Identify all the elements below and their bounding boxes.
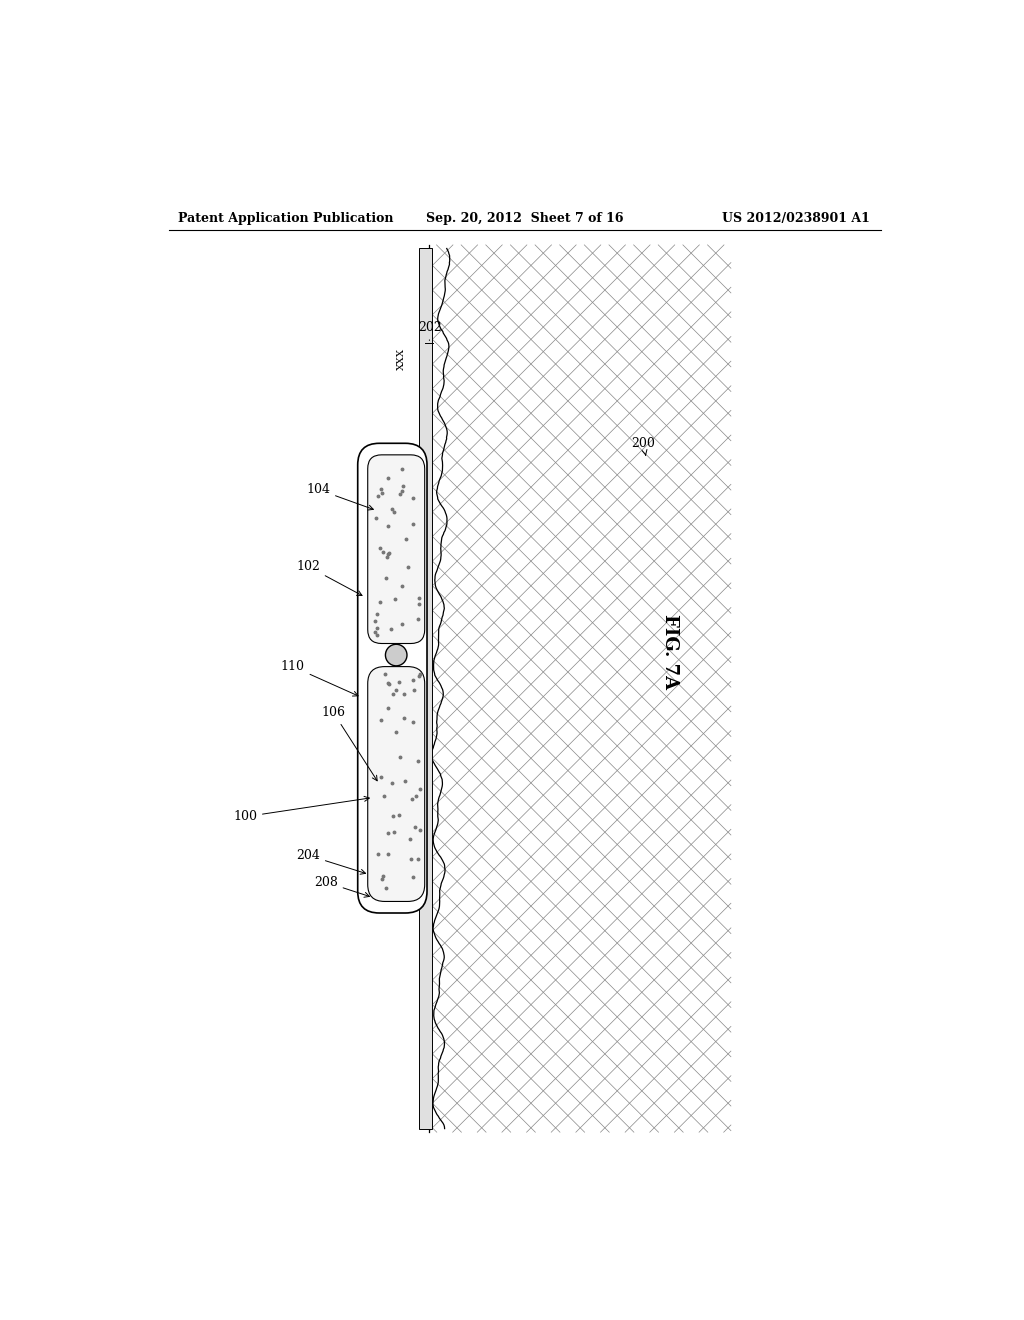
Text: 200: 200 [631,437,655,455]
Text: US 2012/0238901 A1: US 2012/0238901 A1 [722,213,869,224]
Text: XXX: XXX [397,347,407,370]
Text: FIG. 7A: FIG. 7A [660,614,679,689]
Text: Sep. 20, 2012  Sheet 7 of 16: Sep. 20, 2012 Sheet 7 of 16 [426,213,624,224]
Text: Patent Application Publication: Patent Application Publication [178,213,394,224]
Text: 104: 104 [306,483,374,510]
Text: 110: 110 [281,660,358,696]
Text: 204: 204 [296,849,366,874]
FancyBboxPatch shape [357,444,427,913]
Text: 208: 208 [313,875,370,898]
Text: 106: 106 [322,706,377,780]
FancyBboxPatch shape [368,667,425,902]
Text: 102: 102 [296,560,362,595]
FancyBboxPatch shape [368,455,425,644]
Text: 100: 100 [233,796,370,824]
Bar [419,248,432,1129]
Text: 202: 202 [418,321,441,341]
Circle shape [385,644,407,665]
